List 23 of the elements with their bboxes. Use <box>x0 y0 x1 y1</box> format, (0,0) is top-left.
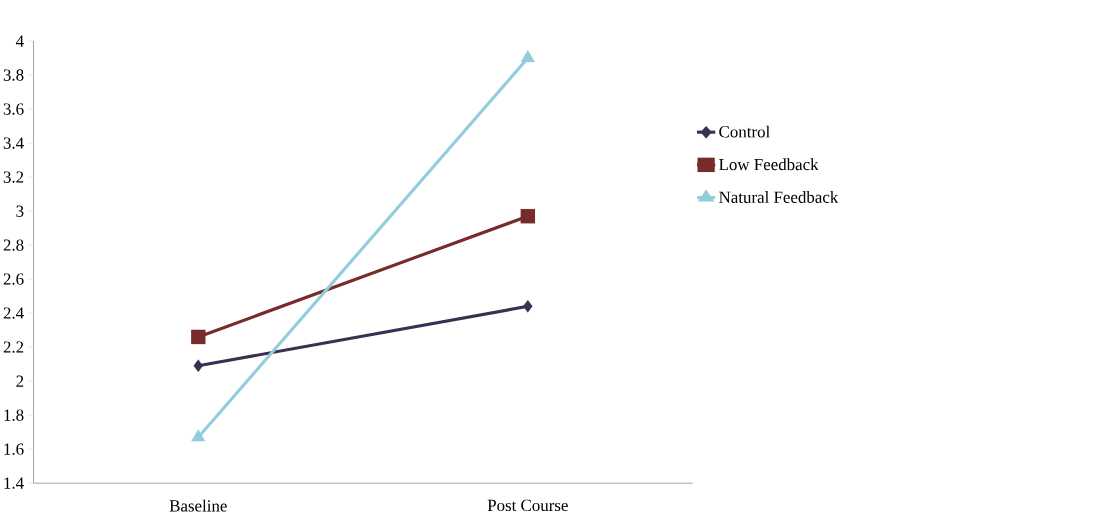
y-tick-label: 3.8 <box>3 69 24 81</box>
y-tick-label: 2 <box>16 375 24 387</box>
y-tick-label: 2.4 <box>3 307 24 319</box>
y-tick-label: 1.8 <box>4 409 24 421</box>
legend-label: Natural Feedback <box>719 190 839 203</box>
point <box>523 299 533 313</box>
point <box>520 208 536 224</box>
y-tick-label: 3.2 <box>3 171 24 183</box>
x-tick-label: Post Course <box>487 499 568 511</box>
y-tick-label: 1.6 <box>4 443 24 455</box>
y-tick-label: 1.4 <box>4 477 24 489</box>
y-tick-label: 4 <box>15 35 24 47</box>
y-tick-label: 2.8 <box>3 239 24 251</box>
y-tick-label: 2.2 <box>3 341 24 353</box>
y-tick-label: 2.6 <box>3 273 24 285</box>
point <box>193 359 204 373</box>
y-tick-label: 3 <box>16 205 24 217</box>
x-tick-label: Baseline <box>169 499 227 512</box>
y-tick-label: 3.6 <box>3 103 24 115</box>
legend-label: Low Feedback <box>719 158 819 171</box>
y-tick-label: 3.4 <box>3 137 24 149</box>
point <box>191 329 206 345</box>
legend-label: Control <box>719 125 770 138</box>
